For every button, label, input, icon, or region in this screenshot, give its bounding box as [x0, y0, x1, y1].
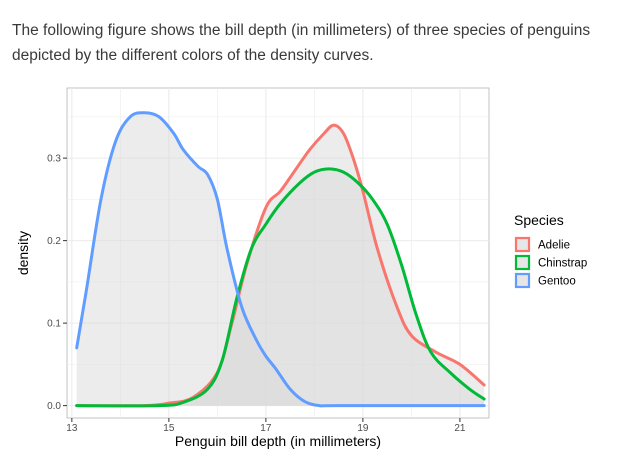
legend-title: Species: [514, 212, 564, 228]
question-text: The following figure shows the bill dept…: [12, 22, 591, 64]
y-tick-label: 0.3: [47, 154, 61, 165]
x-tick-label: 15: [163, 423, 175, 434]
legend: Species Adelie Chinstrap Gentoo: [514, 212, 587, 289]
axis-ticks: 13 15 17 19 21 0.0 0.1 0.2 0.3: [47, 154, 466, 434]
x-tick-label: 21: [454, 423, 466, 434]
density-areas: [76, 112, 485, 406]
line-adelie: [75, 123, 486, 408]
legend-label-chinstrap: Chinstrap: [538, 258, 587, 270]
area-gentoo: [76, 112, 485, 406]
line-chinstrap: [75, 167, 486, 408]
y-tick-label: 0.2: [47, 236, 61, 247]
y-tick-label: 0.1: [47, 319, 61, 330]
x-tick-label: 17: [260, 423, 272, 434]
legend-key-adelie: [514, 236, 531, 253]
density-lines: [75, 111, 486, 408]
area-chinstrap: [76, 168, 485, 406]
x-axis-label: Penguin bill depth (in millimeters): [175, 433, 381, 449]
legend-label-adelie: Adelie: [538, 240, 570, 252]
x-tick-label: 19: [357, 423, 369, 434]
legend-label-gentoo: Gentoo: [538, 276, 576, 288]
legend-key-chinstrap: [514, 254, 531, 271]
y-tick-label: 0.0: [47, 401, 61, 412]
line-gentoo: [75, 111, 486, 408]
y-axis-label: density: [15, 231, 31, 275]
legend-key-gentoo: [514, 272, 531, 289]
x-tick-label: 13: [66, 423, 78, 434]
